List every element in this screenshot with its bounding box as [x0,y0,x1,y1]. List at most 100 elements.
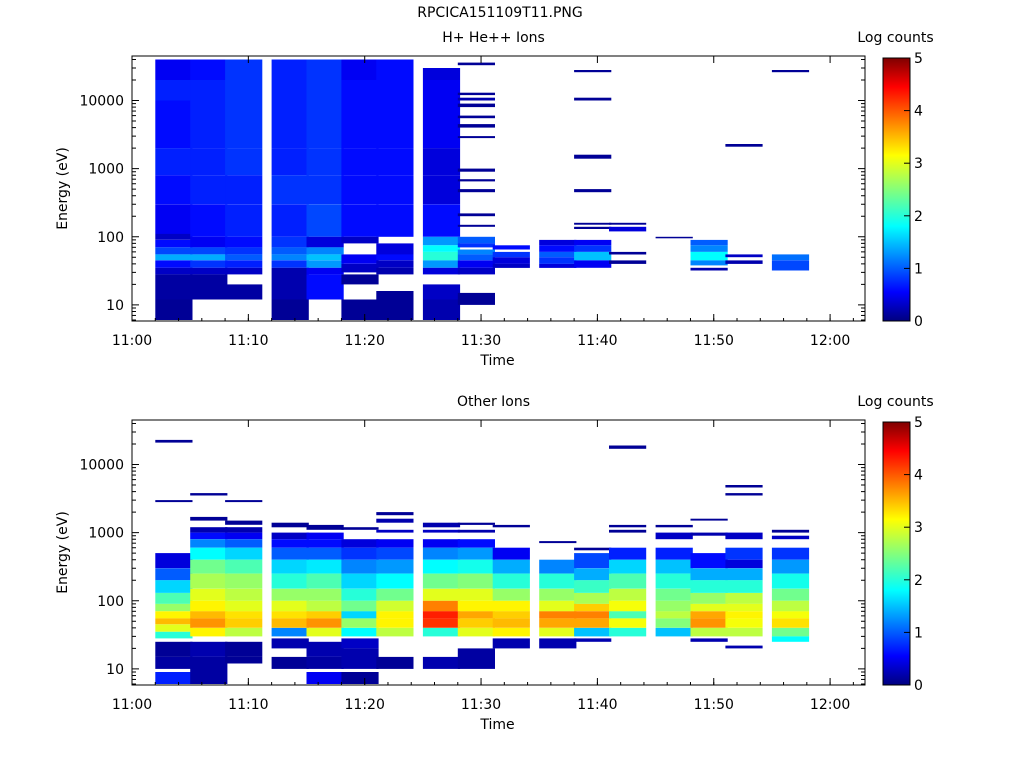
spectrogram-cell [271,638,309,649]
spectrogram-cell [306,627,344,637]
spectrogram-cell [725,493,763,496]
spectrogram-cell [155,274,193,300]
spectrogram-cell [341,527,379,530]
spectrogram-cell [376,243,414,255]
spectrogram-cell [190,204,228,237]
spectrogram-cell [271,267,309,300]
spectrogram-cell [492,263,530,268]
spectrogram-cell [155,299,193,320]
spectrogram-cell [376,260,414,268]
spectrogram-cell [457,136,495,139]
spectrogram-cell [574,70,612,73]
spectrogram-cell [376,588,414,601]
spectrogram-cell [271,121,309,149]
spectrogram-cell [190,121,228,149]
spectrogram-cell [190,493,228,496]
spectrogram-cell [306,641,344,657]
spectrogram-cell [271,100,309,121]
spectrogram-cell [155,580,193,593]
spectrogram-cell [457,115,495,119]
spectrogram-cell [690,553,728,569]
spectrogram-cell [422,573,461,589]
colorbar-tick-label: 2 [914,573,923,589]
spectrogram-cell [155,239,193,248]
spectrogram-cell [422,80,461,101]
spectrogram-cells [155,439,810,684]
spectrogram-cell [155,672,193,684]
spectrogram-cell [225,520,263,525]
spectrogram-cell [190,573,228,589]
spectrogram-cell [225,641,263,657]
spectrogram-cell [155,121,193,149]
spectrogram-cell [690,239,728,246]
spectrogram-cell [271,627,309,637]
spectrogram-cell [306,100,344,121]
spectrogram-cell [271,539,309,548]
spectrogram-cell [190,148,228,176]
spectrogram-cell [155,254,193,261]
spectrogram-cell [376,547,414,560]
spectrogram-cell [771,260,810,271]
spectrogram-cell [655,627,693,637]
spectrogram-cell [271,260,309,268]
spectrogram-cell [155,233,193,240]
spectrogram-cell [457,529,495,533]
spectrogram-cell [271,522,309,528]
spectrogram-cell [341,148,379,176]
spectrogram-cell [341,600,379,612]
spectrogram-cell [225,547,263,560]
spectrogram-cell [690,532,728,536]
panel-title: Other Ions [457,394,530,410]
x-axis-label: Time [479,353,514,369]
spectrogram-cell [306,588,344,601]
spectrogram-cell [190,539,228,548]
x-tick-label: 11:30 [461,697,501,713]
spectrogram-cell [190,247,228,255]
spectrogram-cell [376,529,414,533]
spectrogram-cell [771,611,810,619]
spectrogram-cell [690,627,728,637]
spectrogram-cell [457,648,495,669]
spectrogram-cell [492,611,530,619]
spectrogram-cell [155,148,193,176]
spectrogram-cell [457,92,495,96]
spectrogram-cell [225,527,263,533]
spectrogram-cell [492,588,530,601]
spectrogram-cell [457,254,495,261]
spectrogram-cell [690,518,728,521]
spectrogram-cell [306,148,344,176]
spectrogram-cell [225,148,263,176]
spectrogram-cell [306,573,344,589]
spectrogram-cell [457,124,495,128]
colorbar-label: Log counts [857,30,933,46]
spectrogram-cell [492,559,530,574]
spectrogram-cell [422,68,461,80]
spectrogram-cell [190,274,228,300]
spectrogram-cell [725,627,763,637]
spectrogram-cell [190,236,228,248]
spectrogram-cell [190,656,228,684]
spectrogram-cell [457,189,495,193]
spectrogram-cell [190,260,228,268]
spectrogram-cell [457,236,495,244]
spectrogram-cell [609,600,647,612]
spectrogram-cell [574,627,612,637]
spectrogram-cell [225,532,263,540]
spectrogram-cell [655,236,693,239]
x-axis-label: Time [479,717,514,733]
spectrogram-cell [271,547,309,560]
spectrogram-cell [422,121,461,149]
spectrogram-cell [574,239,612,246]
spectrogram-cell [609,559,647,574]
spectrogram-cell [539,257,577,264]
spectrogram-cell [492,524,530,528]
spectrogram-cell [376,291,414,320]
spectrogram-cell [376,573,414,589]
spectrogram-cell [539,239,577,246]
spectrogram-cell [609,588,647,601]
spectrogram-cell [376,656,414,669]
colorbar [882,421,911,686]
spectrogram-cell [271,618,309,628]
spectrogram-cell [690,638,728,642]
spectrogram-cell [341,618,379,628]
